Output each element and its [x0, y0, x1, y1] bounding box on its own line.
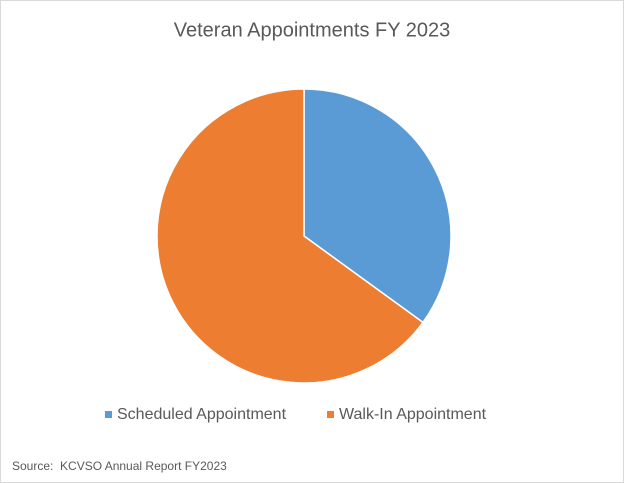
legend-marker: [105, 411, 112, 418]
source-note: Source: KCVSO Annual Report FY2023: [12, 459, 227, 473]
pie-slice: [303, 88, 452, 324]
chart-title: Veteran Appointments FY 2023: [174, 19, 451, 41]
legend-label: Scheduled Appointment: [117, 406, 287, 423]
pie-slice: [156, 88, 424, 384]
legend-label: Walk-In Appointment: [339, 406, 487, 423]
legend-marker: [327, 411, 334, 418]
